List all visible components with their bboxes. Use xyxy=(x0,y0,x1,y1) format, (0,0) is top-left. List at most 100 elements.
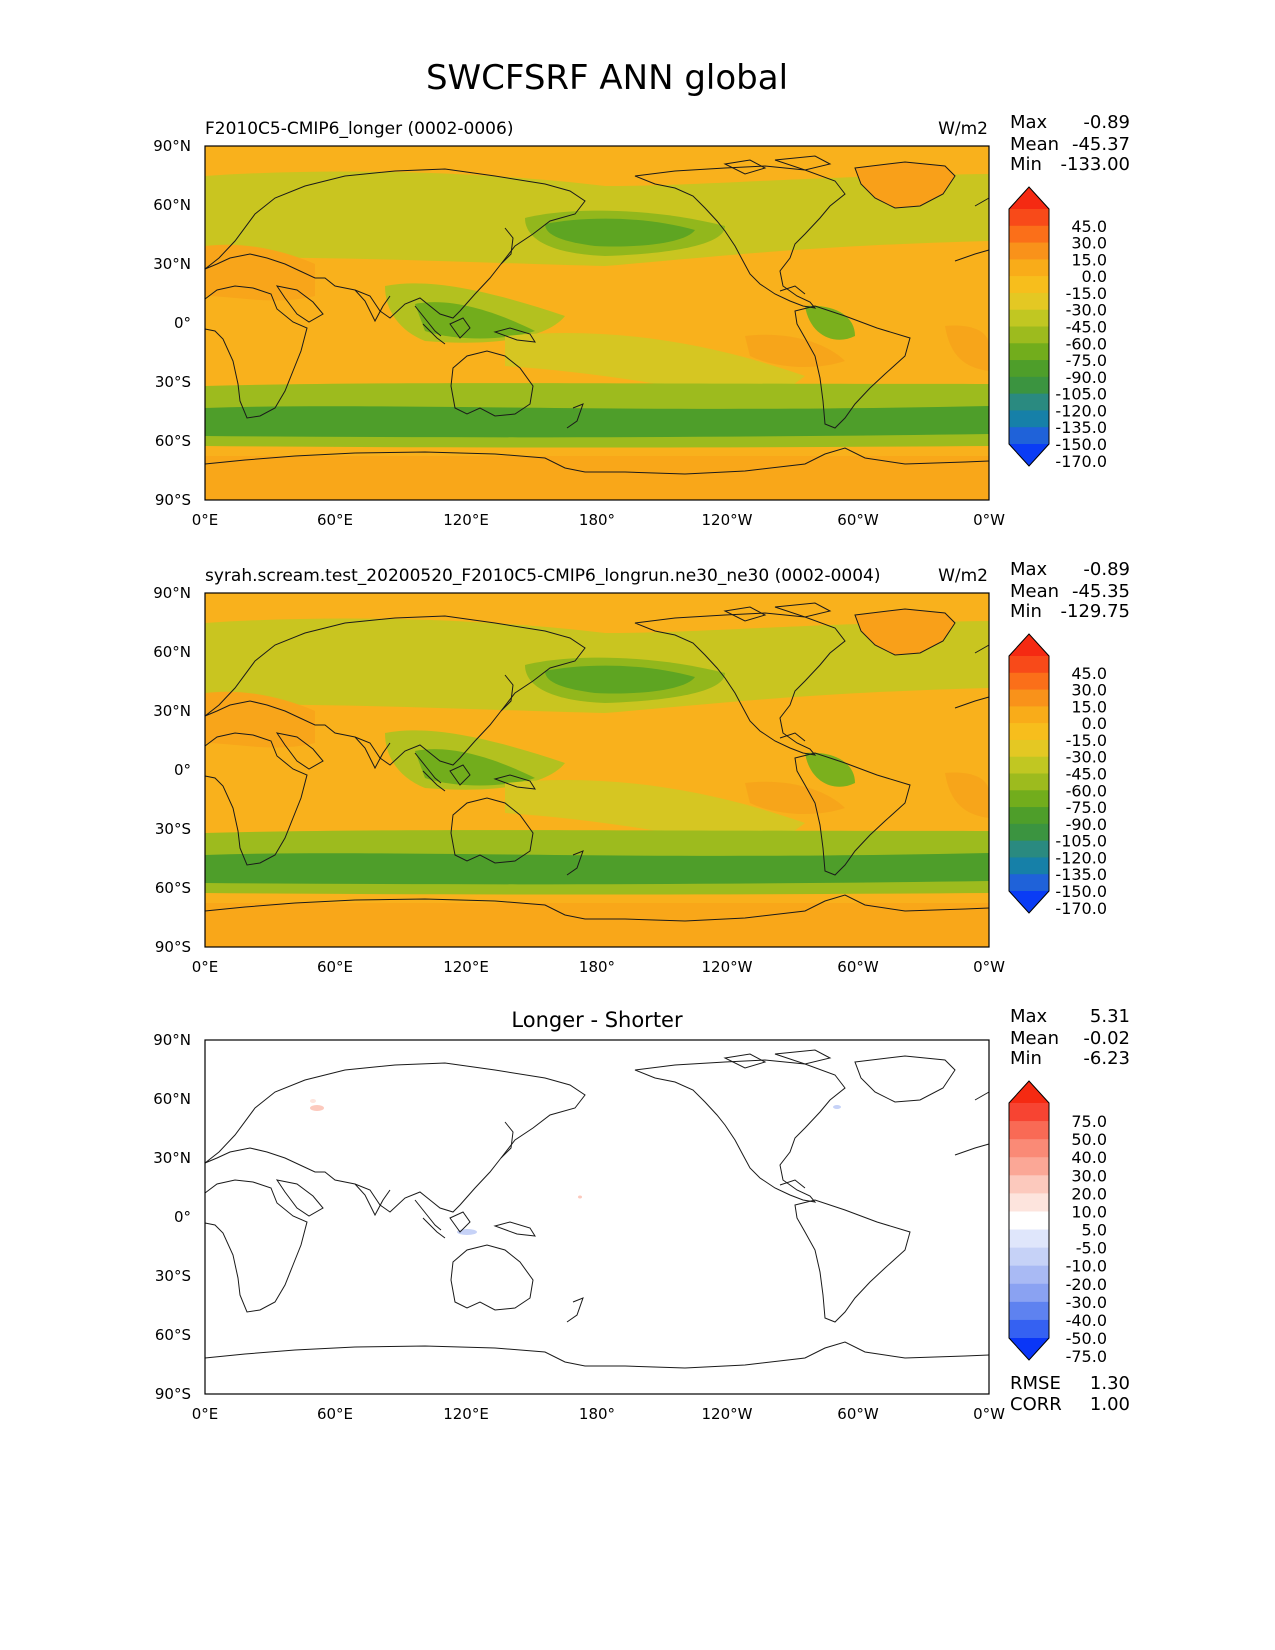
colorbar-level-label: -45.0 xyxy=(1066,765,1107,784)
panel-3-xtick-4: 120°W xyxy=(702,1405,753,1423)
colorbar-level-label: 75.0 xyxy=(1071,1112,1107,1131)
colorbar-segment xyxy=(1009,857,1049,875)
panel-1-xtick-6: 0°W xyxy=(973,511,1005,529)
panel-1-colorbar: 45.030.015.00.0-15.0-30.0-45.0-60.0-75.0… xyxy=(1008,186,1107,471)
panel-2-min-label: Min xyxy=(1010,601,1042,622)
field-greenland xyxy=(855,162,955,208)
panel-2-max-label: Max xyxy=(1010,559,1048,580)
colorbar-extend-bottom xyxy=(1009,891,1049,913)
colorbar-level-label: 20.0 xyxy=(1071,1184,1107,1203)
colorbar-level-label: -120.0 xyxy=(1055,401,1107,420)
panel-3-y-ticks: 90°N 60°N 30°N 0° 30°S 60°S 90°S xyxy=(153,1031,191,1403)
colorbar-level-label: 0.0 xyxy=(1082,267,1107,286)
colorbar-segment xyxy=(1009,276,1049,294)
colorbar-level-label: 45.0 xyxy=(1071,664,1107,683)
field-amazon xyxy=(805,305,855,340)
field-se-pacific xyxy=(745,334,845,368)
panel-3-title: Longer - Shorter xyxy=(511,1008,683,1032)
colorbar-segment xyxy=(1009,427,1049,445)
panel-1-min-value: -133.00 xyxy=(1061,154,1130,175)
colorbar-level-label: -120.0 xyxy=(1055,848,1107,867)
panel-2-y-ticks: 90°N 60°N 30°N 0° 30°S 60°S 90°S xyxy=(153,584,191,956)
colorbar-segment xyxy=(1009,790,1049,808)
figure-title: SWCFSRF ANN global xyxy=(426,58,788,98)
colorbar-segment xyxy=(1009,1319,1049,1339)
field-band-sh-core xyxy=(205,406,989,438)
field-greenland xyxy=(855,609,955,655)
panel-2-xtick-6: 0°W xyxy=(973,958,1005,976)
panel-1-max-value: -0.89 xyxy=(1083,112,1130,133)
colorbar-extend-bottom xyxy=(1009,444,1049,466)
colorbar-level-label: -135.0 xyxy=(1055,865,1107,884)
colorbar-level-label: -75.0 xyxy=(1066,798,1107,817)
diff-blob-tropics xyxy=(578,1195,582,1199)
colorbar-level-label: -50.0 xyxy=(1066,1329,1107,1348)
colorbar-level-label: -30.0 xyxy=(1066,748,1107,767)
panel-2-title: syrah.scream.test_20200520_F2010C5-CMIP6… xyxy=(205,566,881,586)
colorbar-segment xyxy=(1009,410,1049,428)
colorbar-level-label: -90.0 xyxy=(1066,368,1107,387)
colorbar-segment xyxy=(1009,376,1049,395)
panel-2-ytick-6: 90°S xyxy=(155,938,191,956)
colorbar-segment xyxy=(1009,1211,1049,1231)
panel-1-xtick-5: 60°W xyxy=(837,511,879,529)
colorbar-level-label: 30.0 xyxy=(1071,234,1107,253)
panel-2-ytick-3: 0° xyxy=(174,761,191,779)
colorbar-level-label: 15.0 xyxy=(1071,697,1107,716)
colorbar-level-label: -105.0 xyxy=(1055,385,1107,404)
colorbar-level-label: 5.0 xyxy=(1082,1221,1107,1240)
colorbar-level-label: -40.0 xyxy=(1066,1311,1107,1330)
colorbar-level-label: -15.0 xyxy=(1066,284,1107,303)
panel-2-xtick-5: 60°W xyxy=(837,958,879,976)
panel-2-units: W/m2 xyxy=(938,566,988,586)
panel-2-colorbar: 45.030.015.00.0-15.0-30.0-45.0-60.0-75.0… xyxy=(1008,633,1107,918)
colorbar-outline xyxy=(1008,633,1050,914)
colorbar-level-label: -105.0 xyxy=(1055,832,1107,851)
panel-1-ytick-0: 90°N xyxy=(153,137,191,155)
colorbar-segment xyxy=(1009,343,1049,361)
colorbar-extend-top xyxy=(1009,634,1049,656)
colorbar-level-label: 40.0 xyxy=(1071,1148,1107,1167)
panel-3-mean-label: Mean xyxy=(1010,1028,1059,1049)
colorbar-extend-bottom xyxy=(1009,1338,1049,1360)
colorbar-level-label: 15.0 xyxy=(1071,250,1107,269)
colorbar-segment xyxy=(1009,1175,1049,1194)
panel-1-max-label: Max xyxy=(1010,112,1048,133)
panel-3-ytick-5: 60°S xyxy=(155,1326,191,1344)
field-se-atlantic xyxy=(945,772,989,818)
panel-3-xtick-1: 60°E xyxy=(317,1405,353,1423)
colorbar-level-label: 30.0 xyxy=(1071,681,1107,700)
colorbar-segment xyxy=(1009,689,1049,707)
panel-3-mean-value: -0.02 xyxy=(1083,1028,1130,1049)
colorbar-level-label: -30.0 xyxy=(1066,301,1107,320)
colorbar-level-label: -60.0 xyxy=(1066,334,1107,353)
panel-3-ytick-1: 60°N xyxy=(153,1090,191,1108)
colorbar-level-label: -90.0 xyxy=(1066,815,1107,834)
panel-3-ytick-0: 90°N xyxy=(153,1031,191,1049)
panel-1-field xyxy=(205,162,989,500)
field-antarctic xyxy=(205,903,989,947)
colorbar-segment xyxy=(1009,723,1049,741)
colorbar-segment xyxy=(1009,656,1049,674)
panel-3-ytick-3: 0° xyxy=(174,1208,191,1226)
panel-1-ytick-5: 60°S xyxy=(155,432,191,450)
colorbar-level-label: 10.0 xyxy=(1071,1202,1107,1221)
colorbar-segment xyxy=(1009,1103,1049,1122)
colorbar-level-label: -15.0 xyxy=(1066,731,1107,750)
colorbar-segment xyxy=(1009,807,1049,825)
colorbar-outline xyxy=(1008,1080,1050,1361)
panel-3-xtick-5: 60°W xyxy=(837,1405,879,1423)
panel-3-min-label: Min xyxy=(1010,1048,1042,1069)
panel-2: syrah.scream.test_20200520_F2010C5-CMIP6… xyxy=(153,559,1130,976)
colorbar-level-label: -135.0 xyxy=(1055,418,1107,437)
panel-3-max-value: 5.31 xyxy=(1090,1006,1130,1027)
colorbar-segment xyxy=(1009,360,1049,378)
colorbar-segment xyxy=(1009,326,1049,344)
panel-1: F2010C5-CMIP6_longer (0002-0006) W/m2 xyxy=(153,112,1130,529)
colorbar-level-label: -10.0 xyxy=(1066,1257,1107,1276)
colorbar-segment xyxy=(1009,242,1049,260)
panel-2-mean-value: -45.35 xyxy=(1072,581,1130,602)
panel-3-ytick-6: 90°S xyxy=(155,1385,191,1403)
panel-1-xtick-0: 0°E xyxy=(192,511,219,529)
